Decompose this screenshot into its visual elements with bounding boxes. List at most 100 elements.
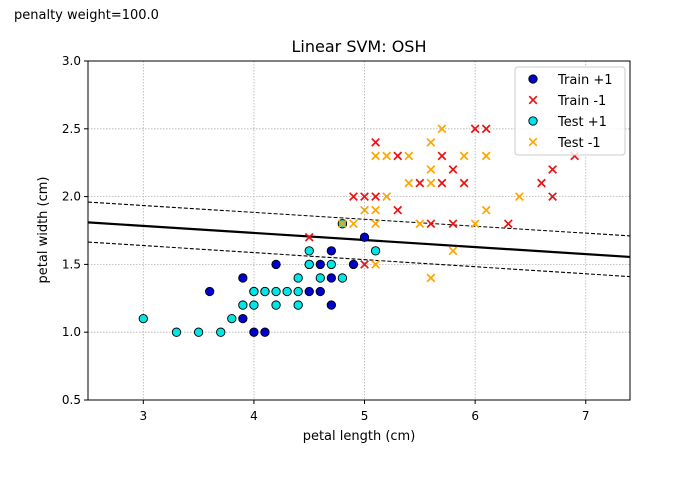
data-point	[238, 313, 248, 324]
marker-stroke	[426, 165, 436, 174]
data-point	[448, 165, 458, 174]
data-point	[260, 327, 270, 337]
data-point	[503, 219, 513, 229]
data-point	[315, 273, 325, 283]
marker-stroke	[360, 259, 369, 269]
marker-stroke	[481, 151, 491, 161]
marker-stroke	[426, 219, 436, 229]
data-point	[415, 219, 425, 229]
data-point	[249, 300, 259, 310]
data-point	[371, 192, 380, 202]
data-point	[426, 137, 436, 147]
marker-stroke	[415, 219, 425, 229]
y-tick-label: 3.0	[62, 54, 81, 68]
x-tick-label: 4	[250, 409, 258, 423]
data-point	[271, 300, 281, 310]
y-axis-label: petal width (cm)	[36, 177, 51, 284]
data-point	[459, 151, 469, 161]
data-point	[304, 259, 314, 270]
data-point	[326, 246, 336, 256]
marker-stroke	[426, 137, 436, 147]
marker-stroke	[548, 165, 557, 174]
marker-stroke	[371, 219, 380, 229]
marker-stroke	[437, 124, 447, 134]
data-point	[249, 286, 259, 297]
data-point	[415, 178, 425, 188]
data-point	[216, 327, 226, 337]
data-point	[426, 273, 436, 283]
legend-marker	[528, 137, 538, 147]
data-point	[326, 259, 336, 270]
marker-stroke	[481, 205, 491, 215]
data-point	[470, 219, 480, 229]
data-point	[481, 205, 491, 215]
marker-stroke	[503, 219, 513, 229]
legend-marker	[528, 116, 538, 126]
chart-title: Linear SVM: OSH	[292, 37, 427, 56]
penalty-weight-caption: penalty weight=100.0	[14, 8, 159, 23]
marker-stroke	[338, 219, 347, 229]
marker-stroke	[448, 165, 458, 174]
data-point	[205, 286, 215, 297]
data-point	[349, 192, 358, 202]
data-point	[393, 205, 403, 215]
legend: Train +1 Train -1 Test +1 Test -1	[514, 66, 626, 156]
data-point	[304, 246, 314, 256]
marker-stroke	[393, 151, 403, 161]
marker-stroke	[404, 151, 414, 161]
marker-stroke	[470, 219, 480, 229]
legend-entry: Train +1	[557, 73, 613, 88]
data-point	[304, 232, 314, 242]
legend-marker	[528, 74, 538, 84]
marker-stroke	[459, 151, 469, 161]
data-point	[426, 165, 436, 174]
marker-stroke	[448, 246, 458, 256]
data-point	[437, 124, 447, 134]
data-point	[481, 151, 491, 161]
marker-stroke	[360, 192, 369, 202]
marker-stroke	[528, 137, 538, 147]
margin-line	[87, 201, 631, 237]
data-point	[371, 219, 380, 229]
data-point	[315, 259, 325, 270]
data-point	[293, 273, 303, 283]
data-point	[382, 151, 392, 161]
legend-box	[514, 66, 626, 156]
data-point	[514, 192, 524, 202]
data-point	[360, 205, 369, 215]
data-point	[448, 219, 458, 229]
marker-stroke	[415, 178, 425, 188]
data-point	[271, 259, 281, 270]
data-point	[459, 178, 469, 188]
data-point	[293, 286, 303, 297]
y-tick-label: 1.5	[62, 257, 81, 271]
data-point	[193, 327, 204, 337]
data-point	[326, 300, 336, 310]
marker-stroke	[437, 178, 447, 188]
data-points	[138, 124, 580, 337]
data-point	[227, 313, 237, 324]
marker-stroke	[393, 205, 403, 215]
data-point	[293, 300, 303, 310]
decision-boundary-line	[87, 221, 631, 259]
data-point	[360, 192, 369, 202]
marker-stroke	[371, 259, 380, 269]
svm-lines	[87, 201, 631, 278]
data-point	[337, 273, 348, 283]
data-point	[548, 192, 557, 202]
data-point	[437, 178, 447, 188]
data-point	[349, 219, 358, 229]
data-point	[304, 286, 314, 297]
marker-stroke	[371, 137, 380, 147]
data-point	[393, 151, 403, 161]
y-tick-label: 2.0	[62, 190, 81, 204]
data-point	[371, 259, 380, 269]
data-point	[348, 259, 359, 270]
marker-stroke	[437, 151, 447, 161]
marker-stroke	[382, 192, 392, 202]
legend-entry: Test +1	[557, 115, 607, 130]
data-point	[238, 300, 248, 310]
marker-stroke	[349, 219, 358, 229]
axis-ticks: 3 4 5 6 7 0.5 1.0 1.5 2.0 2.5 3.0	[62, 54, 590, 423]
